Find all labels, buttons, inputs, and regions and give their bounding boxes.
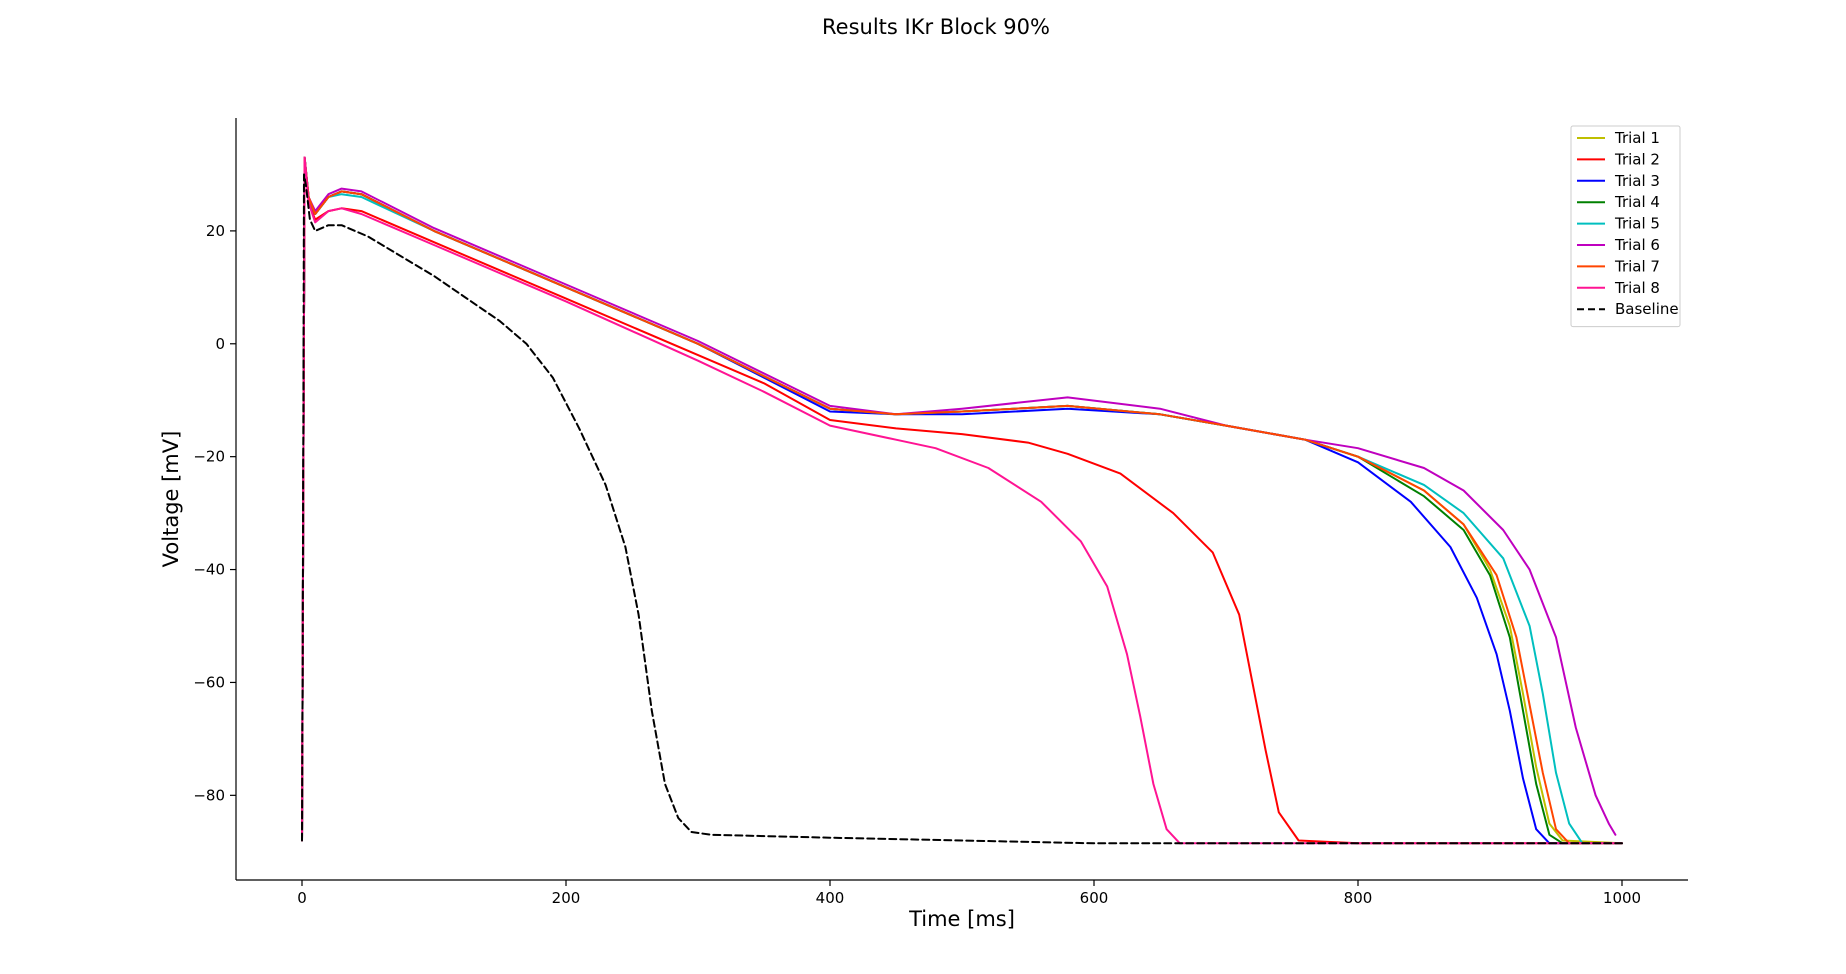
legend-label: Trial 7 bbox=[1614, 257, 1660, 275]
legend-label: Trial 8 bbox=[1614, 279, 1660, 297]
axes bbox=[235, 118, 1688, 881]
x-tick-label: 0 bbox=[297, 889, 307, 907]
legend-label: Trial 5 bbox=[1614, 215, 1660, 233]
chart-title: Results IKr Block 90% bbox=[822, 15, 1050, 39]
y-tick-label: −20 bbox=[193, 448, 225, 466]
x-ticks: 0 200 400 600 800 1000 bbox=[297, 880, 1641, 907]
y-tick-label: −80 bbox=[193, 786, 225, 804]
legend-label: Trial 2 bbox=[1614, 150, 1660, 168]
x-tick-label: 800 bbox=[1344, 889, 1373, 907]
x-axis-title: Time [ms] bbox=[908, 907, 1015, 931]
series-line-trial-5 bbox=[301, 156, 1623, 845]
x-tick-label: 400 bbox=[816, 889, 845, 907]
y-tick-label: 0 bbox=[215, 335, 225, 353]
x-tick-label: 600 bbox=[1080, 889, 1109, 907]
series-line-trial-2 bbox=[301, 156, 1623, 845]
legend-label: Trial 1 bbox=[1614, 129, 1660, 147]
series-line-trial-1 bbox=[301, 156, 1623, 845]
legend-label: Baseline bbox=[1615, 300, 1679, 318]
series-line-trial-4 bbox=[301, 156, 1623, 845]
series-line-baseline bbox=[301, 173, 1623, 845]
series-line-trial-3 bbox=[301, 156, 1623, 845]
series-line-trial-8 bbox=[301, 156, 1623, 845]
y-tick-label: −40 bbox=[193, 561, 225, 579]
legend: Trial 1 Trial 2 Trial 3 Trial 4 Trial 5 Trial… bbox=[1570, 125, 1681, 328]
legend-label: Trial 3 bbox=[1614, 172, 1660, 190]
x-tick-label: 1000 bbox=[1603, 889, 1641, 907]
legend-label: Trial 4 bbox=[1614, 193, 1660, 211]
series-group bbox=[301, 156, 1623, 845]
y-ticks: −80 −60 −40 −20 0 20 bbox=[193, 222, 236, 804]
y-axis-title: Voltage [mV] bbox=[159, 431, 183, 568]
legend-label: Trial 6 bbox=[1614, 236, 1660, 254]
y-tick-label: −60 bbox=[193, 673, 225, 691]
legend-box bbox=[1570, 125, 1681, 328]
series-line-trial-6 bbox=[301, 156, 1617, 842]
x-tick-label: 200 bbox=[552, 889, 581, 907]
y-tick-label: 20 bbox=[206, 222, 225, 240]
series-line-trial-7 bbox=[301, 156, 1623, 845]
